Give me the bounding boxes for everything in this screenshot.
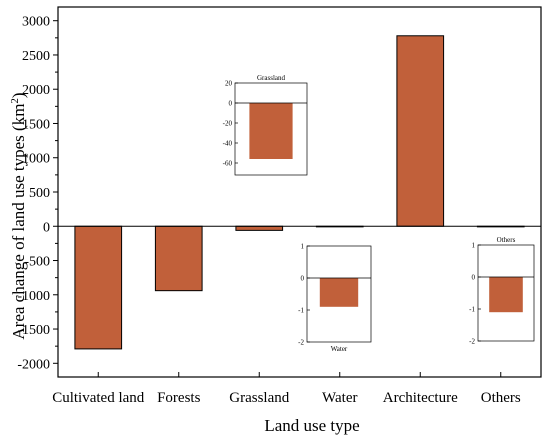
inset-y-tick-label: -2	[469, 338, 475, 346]
y-tick-label: 1500	[22, 117, 50, 132]
inset-y-tick-label: -1	[469, 306, 475, 314]
inset-y-tick-label: -2	[298, 339, 304, 347]
inset-charts: 20 0 -20 -40 -60 Grassland 1 0 -1 -2 Water 1 0 -1 -2 Ot…	[223, 74, 535, 353]
y-axis-title: Area change of land use types (km2)	[9, 92, 28, 339]
inset-grassland: 20 0 -20 -40 -60 Grassland	[223, 74, 308, 176]
inset-title: Water	[331, 345, 348, 353]
inset-y-tick-label: 1	[472, 242, 476, 250]
bar-forests	[154, 225, 203, 292]
inset-title: Grassland	[257, 74, 285, 82]
inset-y-tick-label: 0	[301, 275, 305, 283]
y-tick-label: 2000	[22, 83, 50, 98]
inset-y-tick-label: -20	[223, 120, 233, 128]
y-tick-label: 0	[43, 220, 50, 235]
y-tick-label: 2500	[22, 49, 50, 64]
inset-bar-others	[489, 277, 523, 313]
inset-y-tick-label: -40	[223, 140, 233, 148]
x-tick-label-others: Others	[481, 390, 521, 406]
y-tick-label: -1500	[17, 323, 50, 338]
y-tick-label: 500	[29, 186, 50, 201]
inset-bar-water	[319, 278, 359, 307]
x-tick-label-architecture: Architecture	[383, 390, 458, 406]
y-tick-label: -2000	[17, 357, 50, 372]
bar-cultivated-land	[74, 225, 123, 350]
inset-water: 1 0 -1 -2 Water	[298, 243, 372, 353]
bar-grassland	[235, 225, 284, 231]
x-tick-label-cultivated-land: Cultivated land	[52, 390, 145, 406]
inset-y-tick-label: 0	[229, 100, 233, 108]
inset-y-tick-label: 0	[472, 274, 476, 282]
y-tick-label: -500	[24, 255, 50, 270]
x-tick-label-grassland: Grassland	[229, 390, 289, 406]
inset-bar-grassland	[249, 103, 293, 159]
inset-title: Others	[497, 236, 516, 244]
x-tick-label-forests: Forests	[157, 390, 201, 406]
y-tick-label: -1000	[17, 289, 50, 304]
inset-y-tick-label: -1	[298, 307, 304, 315]
inset-others: 1 0 -1 -2 Others	[469, 236, 535, 346]
x-tick-label-water: Water	[322, 390, 357, 406]
y-tick-label: 1000	[22, 152, 50, 167]
y-axis-title-superscript: 2	[9, 98, 21, 104]
y-tick-label: 3000	[22, 15, 50, 30]
inset-y-tick-label: -60	[223, 160, 233, 168]
x-axis-title: Land use type	[264, 416, 359, 435]
inset-y-tick-label: 1	[301, 243, 305, 251]
bar-architecture	[396, 35, 445, 227]
main-plot: Cultivated land Forests Grassland Water Arch…	[17, 6, 542, 406]
inset-y-tick-label: 20	[225, 80, 233, 88]
plot-frame	[57, 6, 542, 378]
